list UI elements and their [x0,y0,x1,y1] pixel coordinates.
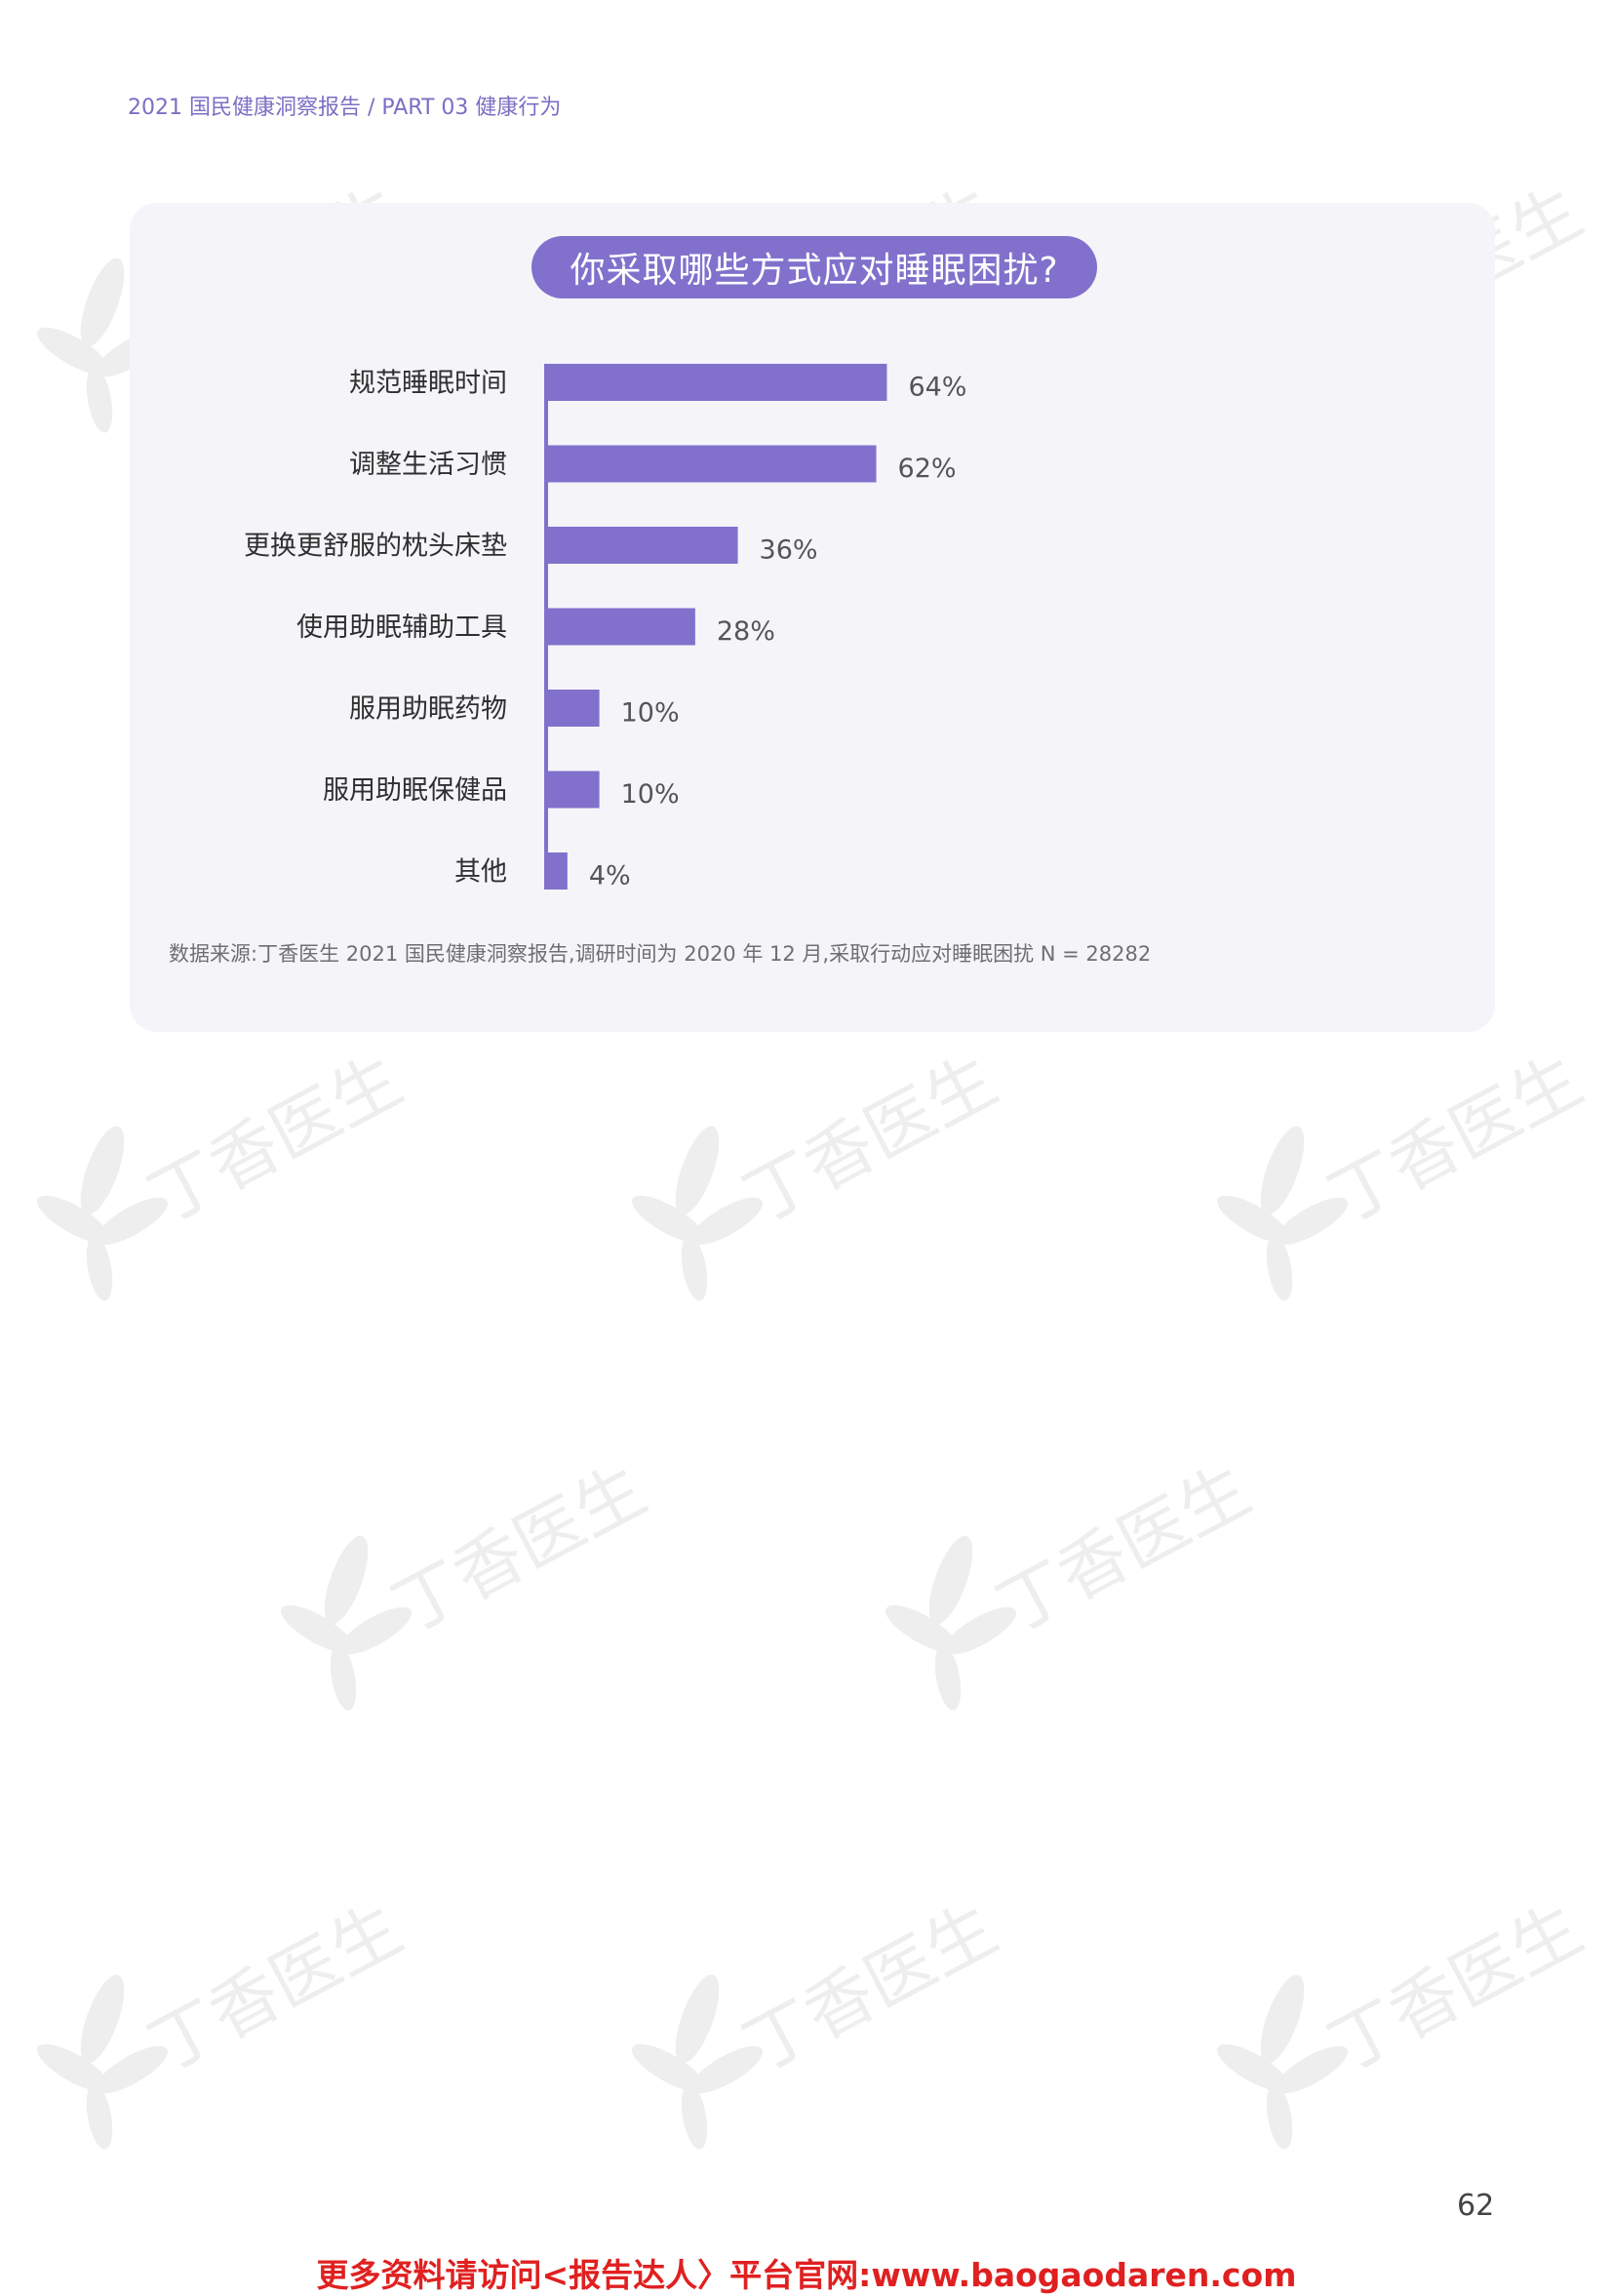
category-label: 其他 [454,857,507,888]
watermark-logo: 丁香医生 [624,1040,1014,1311]
watermark-logo: 丁香医生 [29,1888,419,2159]
category-label: 服用助眠保健品 [323,775,507,806]
svg-text:丁香医生: 丁香医生 [136,1053,414,1239]
category-label: 使用助眠辅助工具 [296,613,507,643]
category-label: 服用助眠药物 [349,694,507,725]
value-label: 28% [717,616,775,647]
bar-6 [546,771,600,809]
bar-2 [546,445,877,483]
bar-7 [546,852,568,890]
value-label: 10% [621,779,680,810]
bar-5 [546,690,600,727]
bar-4 [546,608,695,646]
category-label: 更换更舒服的枕头床垫 [244,532,507,562]
category-label: 规范睡眠时间 [349,369,507,399]
chart-card: 你采取哪些方式应对睡眠困扰? 规范睡眠时间 64% 调整生活习惯 62% 更换更舒服的枕… [130,203,1495,1032]
svg-text:丁香医生: 丁香医生 [730,1053,1009,1239]
svg-text:丁香医生: 丁香医生 [136,1902,414,2087]
svg-text:丁香医生: 丁香医生 [379,1463,658,1648]
footer-link[interactable]: 更多资料请访问<报告达人〉平台官网:www.baogaodaren.com [316,2256,1297,2294]
bar-1 [546,364,887,401]
bar-chart: 规范睡眠时间 64% 调整生活习惯 62% 更换更舒服的枕头床垫 36% 使用助眠辅助工具 2… [244,364,966,891]
svg-text:丁香医生: 丁香医生 [1316,1902,1594,2087]
page-number: 62 [1457,2189,1495,2223]
watermark-logo: 丁香医生 [29,1040,419,1311]
data-source-note: 数据来源:丁香医生 2021 国民健康洞察报告,调研时间为 2020 年 12 … [169,942,1152,966]
bar-3 [546,527,738,564]
page-header: 2021 国民健康洞察报告 / PART 03 健康行为 [128,96,562,120]
value-label: 64% [908,373,966,403]
chart-title: 你采取哪些方式应对睡眠困扰? [531,236,1097,298]
watermark-logo: 丁香医生 [878,1449,1268,1721]
value-label: 62% [898,454,957,484]
watermark-logo: 丁香医生 [1209,1888,1599,2159]
watermark-logo: 丁香医生 [273,1449,663,1721]
watermark-logo: 丁香医生 [624,1888,1014,2159]
value-label: 4% [589,861,631,891]
watermark-logo: 丁香医生 [1209,1040,1599,1311]
value-label: 36% [760,535,818,566]
value-label: 10% [621,698,680,729]
svg-text:丁香医生: 丁香医生 [984,1463,1263,1648]
category-label: 调整生活习惯 [349,450,507,480]
svg-text:丁香医生: 丁香医生 [1316,1053,1594,1239]
svg-text:丁香医生: 丁香医生 [730,1902,1009,2087]
